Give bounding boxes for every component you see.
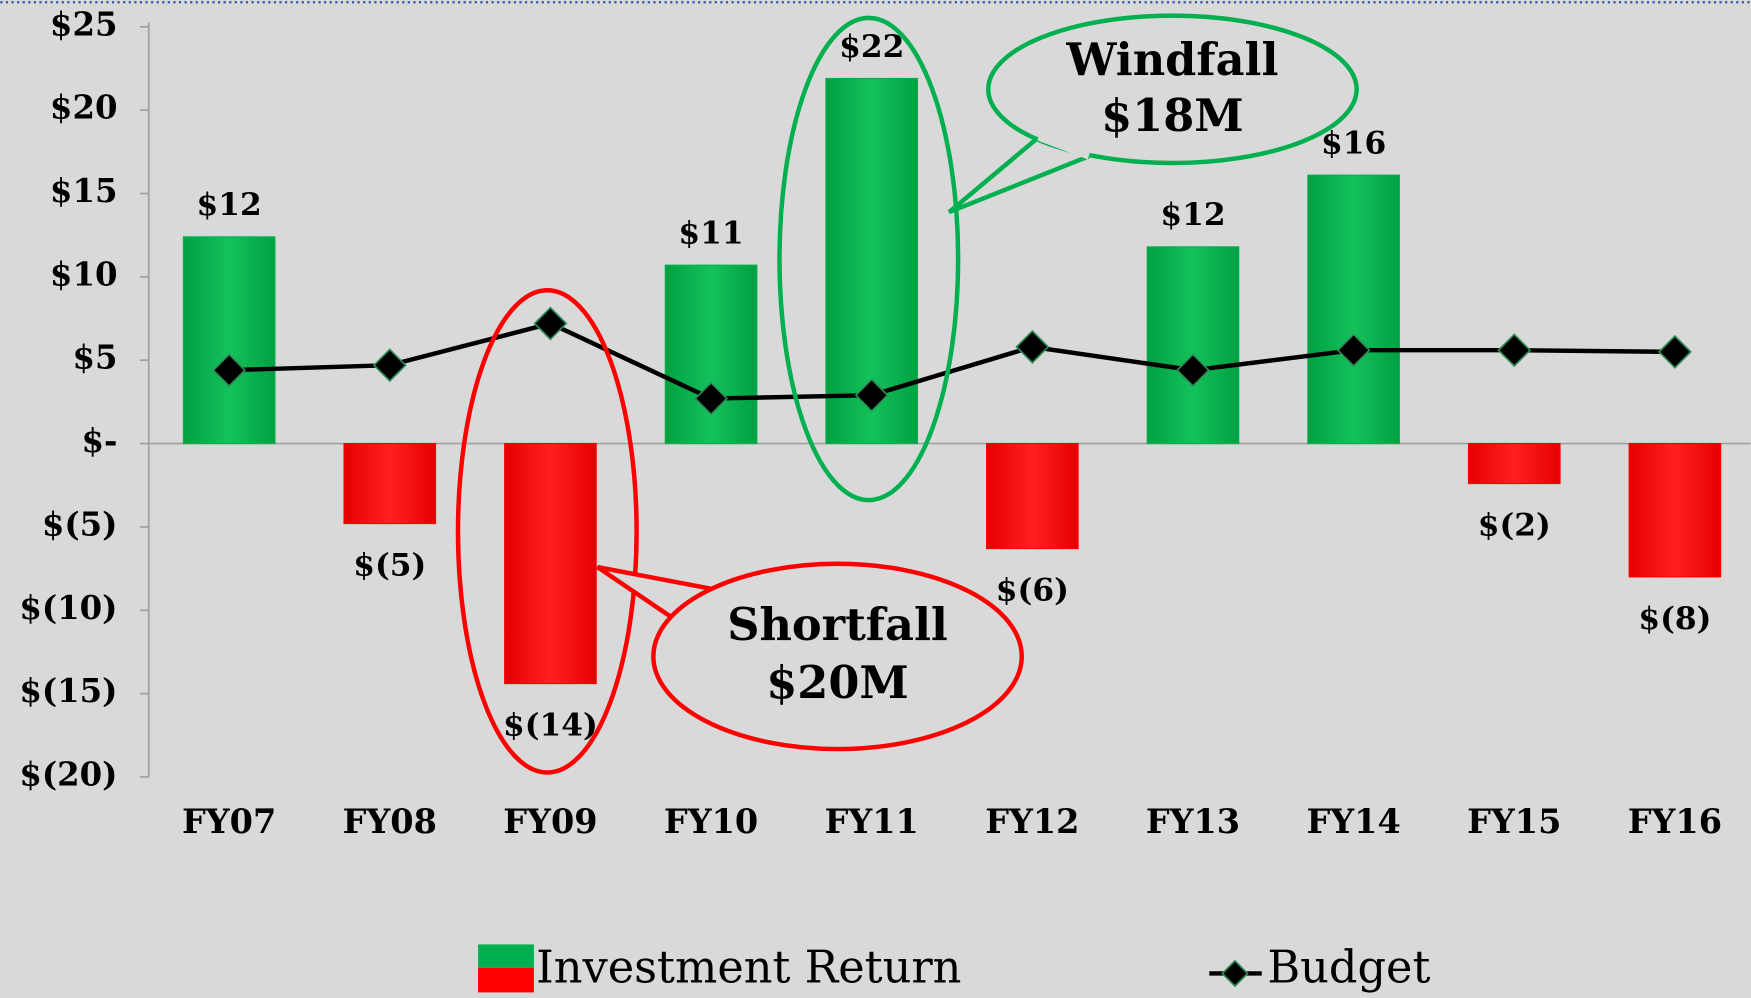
bar xyxy=(182,236,276,445)
x-tick-label: FY12 xyxy=(985,802,1079,841)
annotation: Windfall xyxy=(1065,33,1278,86)
legend-marker xyxy=(1221,959,1249,988)
legend-label: Investment Return xyxy=(536,942,961,994)
highlight-ellipse xyxy=(455,288,639,775)
y-tick-label: $(15) xyxy=(19,672,117,710)
marker xyxy=(694,381,729,416)
data-label: $12 xyxy=(197,187,262,223)
x-tick-label: FY07 xyxy=(182,802,276,841)
bar xyxy=(343,442,437,525)
data-label: $(8) xyxy=(1638,601,1711,637)
x-tick-label: FY10 xyxy=(664,802,758,841)
bar xyxy=(1628,442,1722,578)
callout xyxy=(651,561,1024,752)
marker xyxy=(1336,333,1371,368)
highlight-ellipse xyxy=(777,15,961,503)
y-tick-label: $20 xyxy=(50,89,118,127)
bar xyxy=(1307,174,1400,445)
marker xyxy=(533,306,568,341)
legend-swatch xyxy=(478,944,534,968)
annotation: Shortfall xyxy=(727,598,948,651)
annotation: $20M xyxy=(766,656,909,709)
data-label: $(14) xyxy=(503,708,598,744)
data-label: $12 xyxy=(1160,197,1225,233)
y-tick-label: $15 xyxy=(50,172,118,210)
y-tick-label: $(20) xyxy=(19,755,117,793)
data-label: $22 xyxy=(839,29,904,65)
legend-label: Budget xyxy=(1267,942,1430,994)
marker xyxy=(1176,353,1210,388)
x-tick-label: FY09 xyxy=(503,802,597,841)
data-label: $(2) xyxy=(1478,508,1551,544)
y-tick-label: $(10) xyxy=(19,589,117,627)
y-tick-label: $25 xyxy=(50,5,118,43)
data-label: $16 xyxy=(1321,126,1386,162)
marker xyxy=(212,353,247,388)
budget-line xyxy=(229,321,1675,401)
bar xyxy=(986,442,1079,550)
bar xyxy=(664,264,758,445)
callout xyxy=(986,13,1359,166)
x-tick-label: FY14 xyxy=(1307,802,1401,841)
legend-swatch xyxy=(478,967,534,993)
marker xyxy=(1015,329,1050,364)
callout-join xyxy=(1037,134,1090,160)
data-label: $11 xyxy=(678,216,743,252)
x-tick-label: FY16 xyxy=(1628,802,1722,841)
x-tick-label: FY13 xyxy=(1146,802,1240,841)
bar xyxy=(1467,442,1561,485)
x-tick-label: FY11 xyxy=(825,802,919,841)
annotation: $18M xyxy=(1101,89,1244,142)
x-tick-label: FY08 xyxy=(343,802,437,841)
data-label: $(6) xyxy=(996,573,1069,609)
y-tick-label: $5 xyxy=(72,339,117,377)
x-tick-label: FY15 xyxy=(1467,802,1561,841)
marker xyxy=(372,348,407,383)
y-tick-label: $- xyxy=(82,422,118,460)
marker xyxy=(1657,334,1692,369)
bar xyxy=(504,442,597,685)
y-tick-label: $(5) xyxy=(42,505,118,543)
callout-pointer xyxy=(947,135,1090,215)
data-label: $(5) xyxy=(353,548,426,584)
marker xyxy=(1497,333,1532,368)
bar xyxy=(1146,246,1240,445)
marker xyxy=(854,378,889,413)
y-tick-label: $10 xyxy=(50,255,118,293)
